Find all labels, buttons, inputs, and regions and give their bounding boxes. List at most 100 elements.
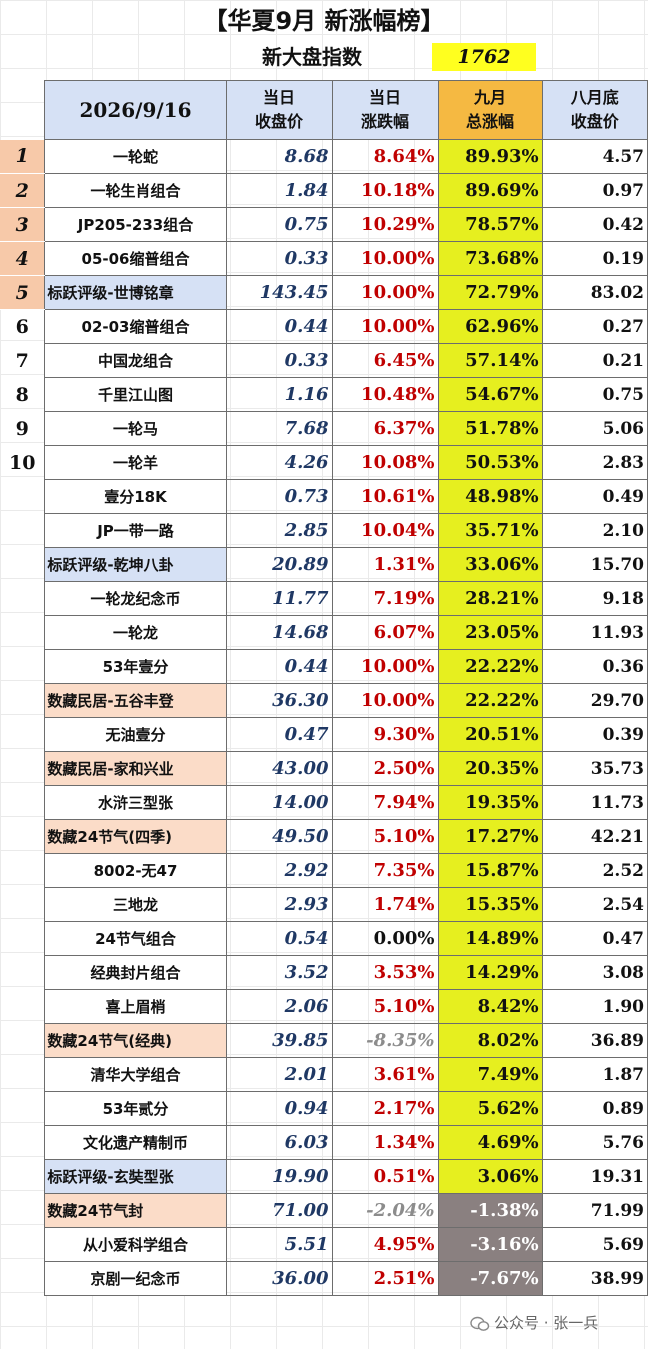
table-row: 53年贰分 0.94 2.17% 5.62% 0.89 bbox=[0, 1091, 648, 1126]
aug-close-cell: 0.21 bbox=[541, 343, 648, 378]
daily-change-cell: 0.00% bbox=[331, 921, 439, 956]
month-total-cell: 20.35% bbox=[437, 751, 543, 786]
aug-close-cell: 0.89 bbox=[541, 1091, 648, 1126]
item-name-cell: 从小爱科学组合 bbox=[44, 1227, 227, 1262]
daily-change-cell: 0.51% bbox=[331, 1159, 439, 1194]
rank-cell bbox=[0, 718, 45, 752]
month-total-cell: 73.68% bbox=[437, 241, 543, 276]
daily-change-cell: 10.48% bbox=[331, 377, 439, 412]
item-name-cell: 一轮龙 bbox=[44, 615, 227, 650]
rank-cell bbox=[0, 1160, 45, 1194]
page-title: 【华夏9月 新涨幅榜】 bbox=[203, 7, 445, 35]
item-name-cell: 02-03缩普组合 bbox=[44, 309, 227, 344]
item-name-cell: 标跃评级-世博铭章 bbox=[44, 275, 227, 310]
rank-cell: 1 bbox=[0, 139, 45, 174]
rank-cell: 6 bbox=[15, 315, 29, 338]
month-total-cell: 3.06% bbox=[437, 1159, 543, 1194]
aug-close-cell: 3.08 bbox=[541, 955, 648, 990]
index-label: 新大盘指数 bbox=[262, 45, 362, 69]
close-price-cell: 3.52 bbox=[225, 955, 333, 990]
item-name-cell: 53年贰分 bbox=[44, 1091, 227, 1126]
header-total-l2: 总涨幅 bbox=[466, 112, 515, 131]
item-name-cell: JP一带一路 bbox=[44, 513, 227, 548]
item-name-cell: 24节气组合 bbox=[44, 921, 227, 956]
daily-change-cell: 3.61% bbox=[331, 1057, 439, 1092]
aug-close-cell: 15.70 bbox=[541, 547, 648, 582]
month-total-cell: 50.53% bbox=[437, 445, 543, 480]
aug-close-cell: 2.54 bbox=[541, 887, 648, 922]
table-row: 三地龙 2.93 1.74% 15.35% 2.54 bbox=[0, 887, 648, 922]
aug-close-cell: 35.73 bbox=[541, 751, 648, 786]
item-name-cell: 文化遗产精制币 bbox=[44, 1125, 227, 1160]
daily-change-cell: 10.61% bbox=[331, 479, 439, 514]
month-total-cell: 48.98% bbox=[437, 479, 543, 514]
table-row: 经典封片组合 3.52 3.53% 14.29% 3.08 bbox=[0, 955, 648, 990]
month-total-cell: 22.22% bbox=[437, 649, 543, 684]
daily-change-cell: 2.17% bbox=[331, 1091, 439, 1126]
header-change-l2: 涨跌幅 bbox=[361, 112, 410, 131]
daily-change-cell: 10.00% bbox=[331, 309, 439, 344]
month-total-cell: 4.69% bbox=[437, 1125, 543, 1160]
rank-cell: 8 bbox=[15, 383, 29, 406]
rank-cell: 4 bbox=[0, 241, 45, 276]
aug-close-cell: 5.06 bbox=[541, 411, 648, 446]
daily-change-cell: 6.37% bbox=[331, 411, 439, 446]
item-name-cell: 经典封片组合 bbox=[44, 955, 227, 990]
daily-change-cell: 10.08% bbox=[331, 445, 439, 480]
rank-cell: 5 bbox=[0, 275, 45, 310]
aug-close-cell: 2.83 bbox=[541, 445, 648, 480]
month-total-cell: 15.35% bbox=[437, 887, 543, 922]
table-row: 10 一轮羊 4.26 10.08% 50.53% 2.83 bbox=[0, 445, 648, 480]
table-row: 文化遗产精制币 6.03 1.34% 4.69% 5.76 bbox=[0, 1125, 648, 1160]
rank-cell bbox=[0, 1228, 45, 1262]
close-price-cell: 5.51 bbox=[225, 1227, 333, 1262]
table-row: 壹分18K 0.73 10.61% 48.98% 0.49 bbox=[0, 479, 648, 514]
item-name-cell: JP205-233组合 bbox=[44, 207, 227, 242]
close-price-cell: 4.26 bbox=[225, 445, 333, 480]
table-row: 数藏24节气(经典) 39.85 -8.35% 8.02% 36.89 bbox=[0, 1023, 648, 1058]
item-name-cell: 数藏24节气(四季) bbox=[44, 819, 227, 854]
close-price-cell: 2.01 bbox=[225, 1057, 333, 1092]
close-price-cell: 0.44 bbox=[225, 649, 333, 684]
item-name-cell: 8002-无47 bbox=[44, 853, 227, 888]
table-row: 8002-无47 2.92 7.35% 15.87% 2.52 bbox=[0, 853, 648, 888]
table-row: 24节气组合 0.54 0.00% 14.89% 0.47 bbox=[0, 921, 648, 956]
item-name-cell: 清华大学组合 bbox=[44, 1057, 227, 1092]
item-name-cell: 无油壹分 bbox=[44, 717, 227, 752]
aug-close-cell: 71.99 bbox=[541, 1193, 648, 1228]
close-price-cell: 43.00 bbox=[225, 751, 333, 786]
aug-close-cell: 0.97 bbox=[541, 173, 648, 208]
aug-close-cell: 83.02 bbox=[541, 275, 648, 310]
rank-cell: 9 bbox=[15, 417, 29, 440]
daily-change-cell: 4.95% bbox=[331, 1227, 439, 1262]
close-price-cell: 2.85 bbox=[225, 513, 333, 548]
aug-close-cell: 5.69 bbox=[541, 1227, 648, 1262]
aug-close-cell: 29.70 bbox=[541, 683, 648, 718]
table-row: 从小爱科学组合 5.51 4.95% -3.16% 5.69 bbox=[0, 1227, 648, 1262]
aug-close-cell: 2.52 bbox=[541, 853, 648, 888]
close-price-cell: 36.30 bbox=[225, 683, 333, 718]
close-price-cell: 1.84 bbox=[225, 173, 333, 208]
month-total-cell: 51.78% bbox=[437, 411, 543, 446]
daily-change-cell: 5.10% bbox=[331, 989, 439, 1024]
close-price-cell: 2.93 bbox=[225, 887, 333, 922]
table-row: 2 一轮生肖组合 1.84 10.18% 89.69% 0.97 bbox=[0, 173, 648, 208]
month-total-cell: 19.35% bbox=[437, 785, 543, 820]
month-total-cell: 20.51% bbox=[437, 717, 543, 752]
table-row: 无油壹分 0.47 9.30% 20.51% 0.39 bbox=[0, 717, 648, 752]
rank-cell bbox=[0, 1024, 45, 1058]
watermark-text: 公众号 · 张一兵 bbox=[494, 1314, 599, 1332]
close-price-cell: 14.00 bbox=[225, 785, 333, 820]
table-row: 标跃评级-玄奘型张 19.90 0.51% 3.06% 19.31 bbox=[0, 1159, 648, 1194]
close-price-cell: 20.89 bbox=[225, 547, 333, 582]
item-name-cell: 标跃评级-玄奘型张 bbox=[44, 1159, 227, 1194]
rank-cell bbox=[0, 480, 45, 514]
index-banner: 新大盘指数 1762 bbox=[0, 42, 648, 72]
table-row: 数藏民居-五谷丰登 36.30 10.00% 22.22% 29.70 bbox=[0, 683, 648, 718]
item-name-cell: 数藏24节气封 bbox=[44, 1193, 227, 1228]
table-row: 喜上眉梢 2.06 5.10% 8.42% 1.90 bbox=[0, 989, 648, 1024]
close-price-cell: 0.44 bbox=[225, 309, 333, 344]
item-name-cell: 喜上眉梢 bbox=[44, 989, 227, 1024]
close-price-cell: 6.03 bbox=[225, 1125, 333, 1160]
rank-cell: 2 bbox=[0, 173, 45, 208]
